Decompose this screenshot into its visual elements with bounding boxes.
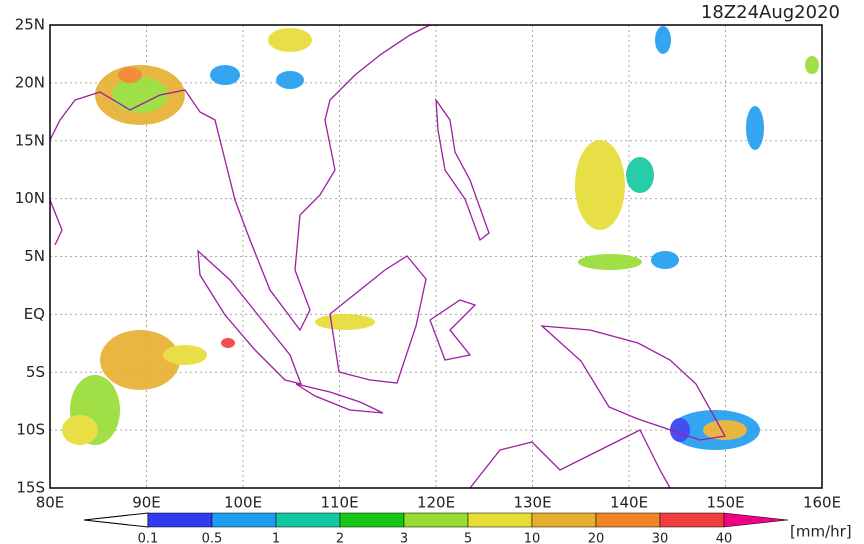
lat-label: 10S: [16, 421, 45, 439]
colorbar-tick-label: 0.1: [138, 532, 159, 544]
colorbar-tick-label: 2: [336, 532, 344, 544]
lon-label: 100E: [224, 494, 262, 512]
lon-label: 150E: [706, 494, 744, 512]
lon-label: 90E: [132, 494, 161, 512]
lat-label: 5N: [24, 247, 45, 265]
colorbar-segment: [211, 512, 277, 528]
map-frame: [49, 24, 823, 489]
colorbar-tick-label: 1: [272, 532, 280, 544]
colorbar-tick-label: 40: [716, 532, 733, 544]
colorbar-segment: [595, 512, 661, 528]
lon-label: 140E: [610, 494, 648, 512]
lon-label: 110E: [320, 494, 358, 512]
colorbar-tick-label: 3: [400, 532, 408, 544]
colorbar-tick-label: 30: [652, 532, 669, 544]
colorbar-over: [723, 512, 789, 528]
colorbar-segment: [659, 512, 725, 528]
colorbar-tick-label: 5: [464, 532, 472, 544]
map-title: 18Z24Aug2020: [701, 2, 840, 23]
colorbar-unit: [mm/hr]: [790, 523, 852, 541]
colorbar-segment: [531, 512, 597, 528]
lon-label: 120E: [417, 494, 455, 512]
colorbar-tick-label: 0.5: [202, 532, 223, 544]
lat-label: 10N: [15, 189, 45, 207]
rain: [62, 26, 819, 450]
lat-label: 15S: [16, 479, 45, 497]
colorbar-segment: [339, 512, 405, 528]
colorbar-tick-label: 20: [588, 532, 605, 544]
lon-label: 160E: [803, 494, 841, 512]
colorbar-segment: [467, 512, 533, 528]
lat-label: 5S: [26, 363, 45, 381]
lat-label: EQ: [24, 305, 45, 323]
colorbar-segment: [403, 512, 469, 528]
lat-label: 20N: [15, 73, 45, 91]
coastlines: [49, 24, 727, 489]
lon-label: 80E: [36, 494, 65, 512]
lon-label: 130E: [513, 494, 551, 512]
colorbar: 0.1 0.5 1 2 3 5 10 20 30 40: [83, 512, 789, 544]
colorbar-segment: [147, 512, 213, 528]
lat-label: 25N: [15, 16, 45, 34]
colorbar-tick-label: 10: [524, 532, 541, 544]
lat-label: 15N: [15, 131, 45, 149]
colorbar-under: [83, 512, 149, 528]
graticule: [50, 25, 822, 488]
colorbar-segment: [275, 512, 341, 528]
